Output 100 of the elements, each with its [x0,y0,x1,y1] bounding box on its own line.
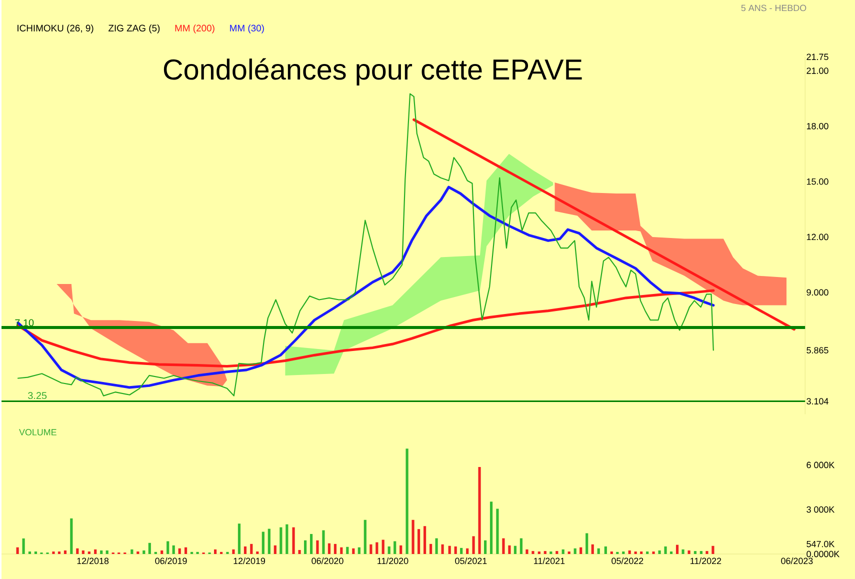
bar [586,533,588,554]
bar [664,546,667,554]
bar [496,508,499,554]
bar [532,551,534,554]
bar [591,544,594,554]
bar [478,467,481,554]
chart-title: VOLUME [19,429,56,436]
x-tick-label: 06/2020 [312,558,344,564]
y-tick-label: 21.75 [806,54,828,60]
bar [76,548,79,554]
bar [658,550,661,554]
bar [682,549,684,554]
bar [394,541,396,554]
bar [310,534,313,554]
bar [94,549,97,554]
bar [429,544,432,554]
bar [82,550,84,554]
y-tick-label: 21.00 [806,68,828,74]
bar [172,545,175,554]
bar [34,552,38,554]
bar [274,545,276,554]
bar [423,526,426,554]
bar [226,552,229,554]
bar [334,544,337,554]
y-tick-label: 3.104 [806,398,828,404]
bar [688,550,690,554]
bar [448,546,451,554]
bar [292,527,295,554]
y-tick-label: 0.0000K [806,550,840,558]
y-tick-label: 18.00 [806,122,828,130]
bar [352,548,355,554]
bar [262,532,264,554]
x-tick-label: 06/2023 [781,558,813,564]
line-series [16,186,715,389]
bar [376,542,378,554]
bar [502,538,505,554]
bar [220,552,223,554]
text: ICHIMOKU (26, 9) [18,24,94,34]
bar [472,536,475,554]
x-tick-label: 12/2018 [77,558,109,564]
bar [435,538,438,554]
bar [616,552,619,554]
bar [232,549,235,554]
y-tick-label: 547.0K [806,540,835,548]
y-tick-label: 15.00 [806,178,828,185]
bar [640,552,643,554]
bar [178,548,181,554]
bar [88,552,90,554]
x-tick-label: 06/2019 [155,558,187,564]
bar [280,527,282,554]
bar [28,552,32,554]
bar [694,551,697,554]
bar [100,550,103,554]
bar [538,552,540,554]
text: MM (200) [175,24,214,34]
bar [544,551,546,554]
bar [166,541,170,554]
bar [646,552,649,554]
bar [142,550,146,554]
bar [298,550,301,554]
bar [406,448,408,554]
x-tick-label: 12/2019 [234,558,266,564]
line-series [16,289,715,368]
bar [604,546,607,554]
bar [400,545,402,554]
bar [328,543,331,554]
bar [670,552,673,554]
bar [622,552,625,554]
bar [508,545,511,554]
bar [568,552,570,554]
bar [106,550,108,554]
bar [460,548,463,554]
bar [196,552,199,554]
bar [412,520,414,554]
bar [148,542,151,554]
x-tick-label: 11/2020 [378,558,408,564]
x-tick-label: 11/2022 [690,558,722,564]
bar [574,548,576,554]
bar [346,546,349,554]
bar [370,544,372,554]
bar [130,549,134,554]
bar [712,546,714,554]
bar [286,524,288,554]
bar [244,546,247,554]
bar [58,552,61,554]
y-tick-label: 6 000K [806,462,835,468]
x-tick-label: 11/2021 [534,558,565,564]
bar [238,524,241,554]
bar [136,552,140,554]
bar [340,547,343,554]
text: MM (30) [230,24,264,34]
bar [22,538,25,554]
bar [304,540,307,554]
bar [64,550,67,554]
bar [466,548,469,554]
bar [16,547,19,554]
bar [484,540,487,554]
bar [190,552,194,554]
bar [526,549,528,554]
bar [676,544,679,554]
